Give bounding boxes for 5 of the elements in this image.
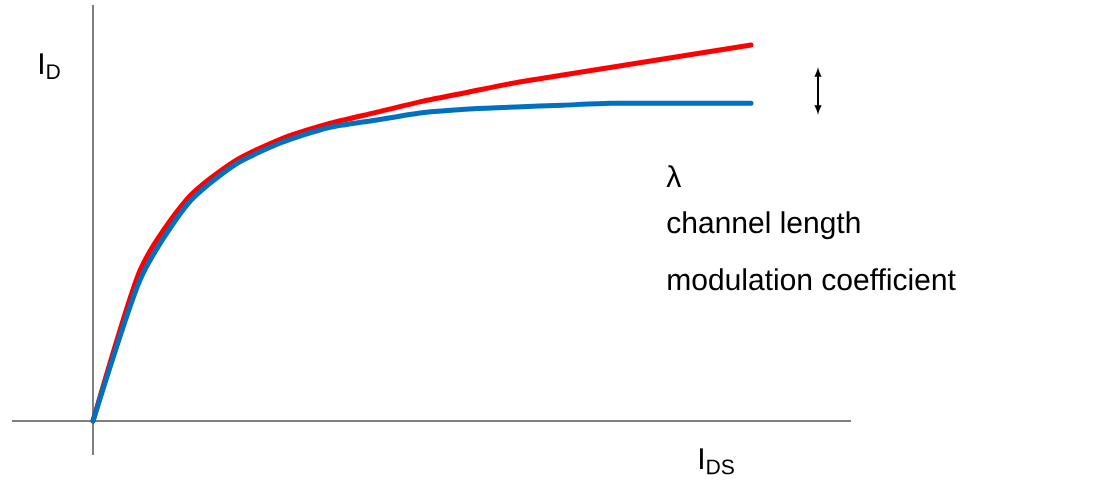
annotation: modulation coefficient	[668, 268, 956, 291]
annotation: channel length	[667, 211, 860, 240]
x-axis-title: I$_{DS}$	[700, 448, 734, 475]
annotation: λ	[666, 165, 682, 187]
y-axis-title: I$_{D}$	[40, 53, 60, 79]
